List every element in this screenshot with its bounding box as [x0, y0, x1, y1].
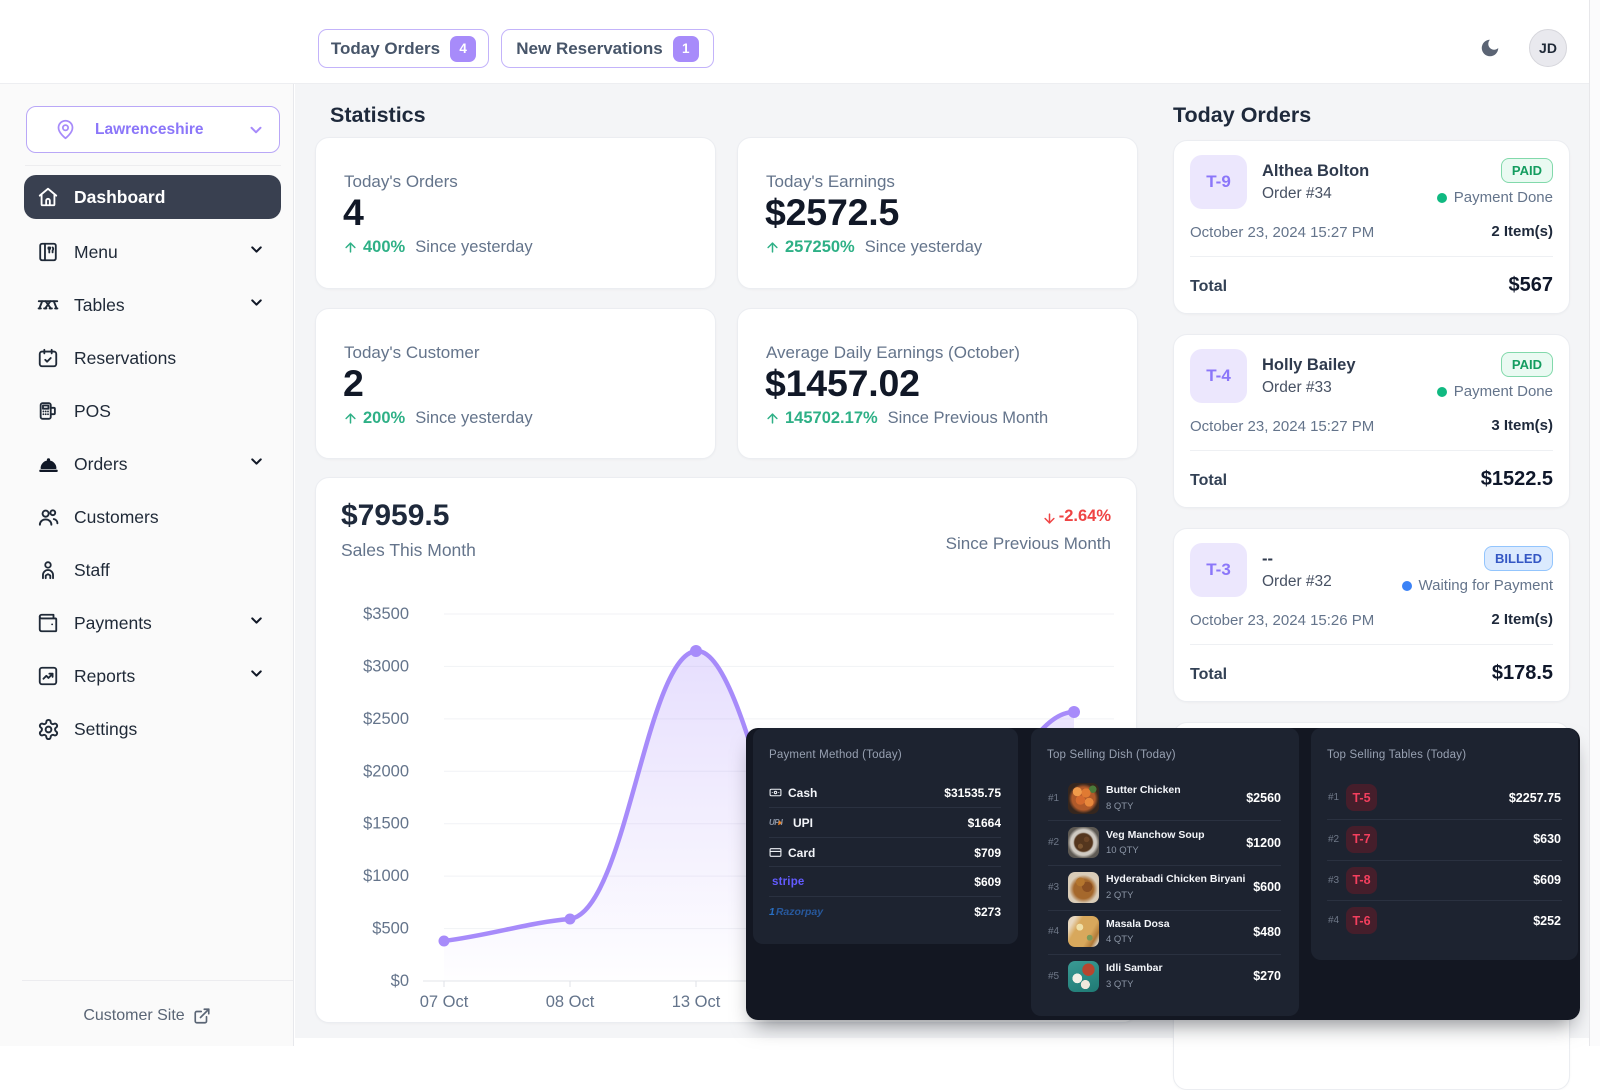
svg-text:$3000: $3000	[363, 657, 409, 675]
svg-text:$1000: $1000	[363, 867, 409, 885]
svg-text:$3500: $3500	[363, 605, 409, 623]
svg-text:07 Oct: 07 Oct	[420, 993, 469, 1011]
svg-text:$1500: $1500	[363, 815, 409, 833]
svg-text:08 Oct: 08 Oct	[546, 993, 595, 1011]
svg-text:13 Oct: 13 Oct	[672, 993, 721, 1011]
svg-text:$2500: $2500	[363, 710, 409, 728]
svg-text:$0: $0	[391, 972, 409, 990]
svg-text:$500: $500	[372, 920, 409, 938]
svg-text:$2000: $2000	[363, 762, 409, 780]
